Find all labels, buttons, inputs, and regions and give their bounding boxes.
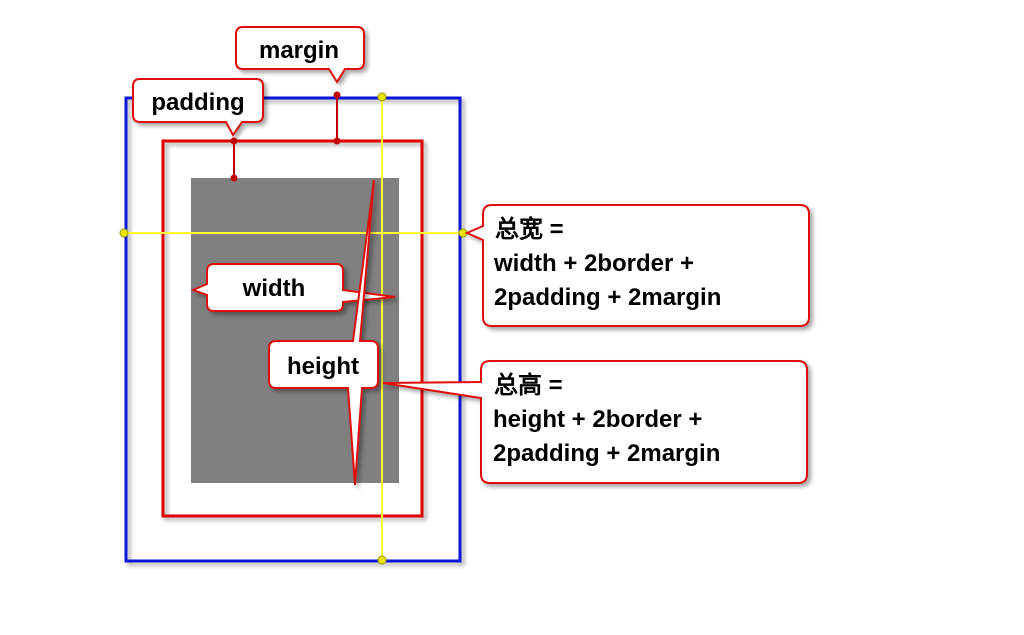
guide-dot-left xyxy=(119,228,129,238)
margin-pin-bottom xyxy=(333,137,341,145)
margin-box xyxy=(124,96,462,563)
total-width-line3: 2padding + 2margin xyxy=(494,284,721,311)
height-callout: height xyxy=(268,179,379,486)
total-height-callout: 总高 = height + 2border + 2padding + 2marg… xyxy=(382,360,808,484)
margin-pin-top xyxy=(333,91,341,99)
border-box xyxy=(161,139,424,518)
padding-pin-top xyxy=(230,137,238,145)
total-width-line2: width + 2border + xyxy=(493,250,694,277)
guide-dot-bottom xyxy=(377,555,387,565)
height-label: height xyxy=(287,353,359,380)
padding-label: padding xyxy=(151,89,244,116)
margin-label: margin xyxy=(259,37,339,64)
total-height-line3: 2padding + 2margin xyxy=(493,440,720,467)
total-height-line1: 总高 = xyxy=(494,371,563,399)
padding-callout: padding xyxy=(132,78,264,182)
guide-dot-top xyxy=(377,92,387,102)
padding-pin-bottom xyxy=(230,174,238,182)
width-label: width xyxy=(242,275,306,302)
total-height-line2: height + 2border + xyxy=(493,406,702,433)
total-width-callout: 总宽 = width + 2border + 2padding + 2margi… xyxy=(464,204,810,327)
content-area xyxy=(191,178,399,483)
width-callout: width xyxy=(190,263,396,312)
total-width-line1: 总宽 = xyxy=(495,215,564,243)
margin-callout: margin xyxy=(235,26,365,145)
